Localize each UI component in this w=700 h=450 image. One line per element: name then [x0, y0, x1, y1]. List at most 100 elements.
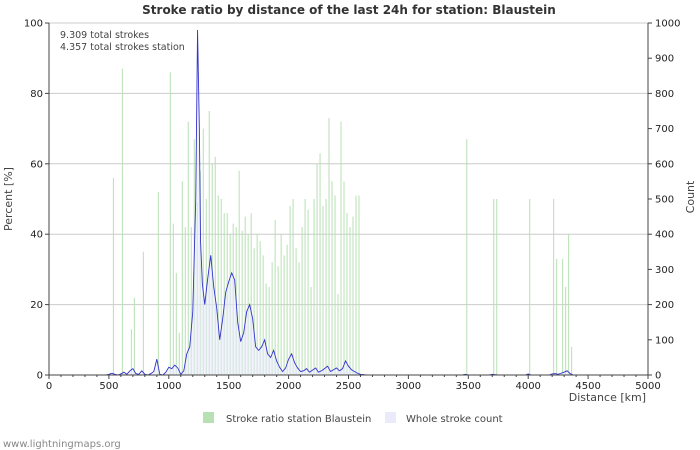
y-right-tick-label-0: 0 [655, 371, 661, 382]
y-left-tick-label-20: 20 [30, 300, 43, 311]
ratio-bar-34 [253, 248, 255, 375]
ratio-bar-69 [358, 195, 360, 375]
count-line-group [49, 30, 648, 376]
ratio-bar-32 [247, 234, 249, 375]
legend-label-ratio: Stroke ratio station Blaustein [226, 414, 371, 425]
y-right-tick-label-200: 200 [655, 300, 674, 311]
ratio-bar-61 [334, 195, 336, 375]
axes [48, 23, 649, 376]
ratio-bar-18 [205, 199, 207, 375]
y-left-tick-label-100: 100 [24, 19, 43, 30]
x-tick-label-5000: 5000 [635, 381, 660, 392]
ratio-bar-19 [208, 111, 210, 375]
ratio-bar-67 [352, 216, 354, 375]
y-right-axis-label: Count [684, 180, 697, 213]
ratio-bar-43 [280, 234, 282, 375]
legend-swatch-count [385, 412, 396, 423]
x-tick-label-1000: 1000 [156, 381, 181, 392]
ratio-bar-63 [340, 121, 342, 375]
x-tick-label-4000: 4000 [515, 381, 540, 392]
ratio-bar-10 [181, 181, 183, 375]
ratio-bar-30 [241, 230, 243, 375]
y-right-tick-label-800: 800 [655, 89, 674, 100]
ratio-bar-71 [493, 199, 495, 375]
ratio-bar-8 [175, 272, 177, 375]
ratio-bar-75 [556, 258, 558, 375]
legend: Stroke ratio station Blaustein Whole str… [203, 412, 503, 425]
ratio-bar-73 [529, 199, 531, 375]
ratio-bar-17 [202, 128, 204, 375]
ratio-bar-6 [169, 72, 171, 375]
ratio-bar-2 [130, 329, 132, 375]
ratio-bar-58 [325, 199, 327, 375]
ratio-bar-64 [343, 181, 345, 375]
ratio-bar-48 [295, 248, 297, 375]
x-tick-label-4500: 4500 [575, 381, 600, 392]
ratio-bar-60 [331, 181, 333, 375]
y-left-tick-label-0: 0 [37, 371, 43, 382]
x-tick-label-500: 500 [99, 381, 118, 392]
ratio-bar-68 [355, 195, 357, 375]
ratio-bars [112, 68, 573, 375]
count-area [49, 30, 648, 375]
ratio-bar-12 [187, 121, 189, 375]
y-right-tick-label-600: 600 [655, 159, 674, 170]
ratio-bar-35 [256, 234, 258, 375]
chart-title: Stroke ratio by distance of the last 24h… [142, 3, 556, 17]
ratio-bar-42 [277, 265, 279, 375]
ratio-bar-47 [292, 199, 294, 375]
x-tick-label-2500: 2500 [336, 381, 361, 392]
ratio-bar-51 [304, 199, 306, 375]
x-axis-label: Distance [km] [569, 391, 646, 404]
ratio-bar-46 [289, 206, 291, 375]
x-tick-label-2000: 2000 [276, 381, 301, 392]
count-line [49, 30, 648, 376]
grid-lines [49, 22, 648, 306]
ratio-bar-72 [496, 199, 498, 375]
ratio-bar-41 [274, 220, 276, 375]
ratio-bar-7 [172, 223, 174, 375]
ratio-bar-50 [301, 227, 303, 375]
y-left-tick-label-60: 60 [30, 159, 43, 170]
y-right-ticks: 0 100 200 300 400 500 600 700 800 900 1000 [648, 19, 680, 382]
y-right-tick-label-1000: 1000 [655, 19, 680, 30]
ratio-bar-39 [268, 287, 270, 375]
y-right-tick-label-900: 900 [655, 54, 674, 65]
ratio-bar-55 [316, 163, 318, 375]
footer-link[interactable]: www.lightningmaps.org [3, 439, 121, 450]
y-left-tick-label-80: 80 [30, 89, 43, 100]
ratio-bar-29 [238, 170, 240, 375]
y-right-tick-label-400: 400 [655, 230, 674, 241]
stats-total: 9.309 total strokes [60, 30, 149, 41]
ratio-bar-24 [223, 213, 225, 375]
ratio-bar-77 [565, 287, 567, 375]
ratio-bar-70 [466, 139, 468, 375]
ratio-bar-38 [265, 283, 267, 375]
ratio-bar-22 [217, 195, 219, 375]
ratio-bar-65 [346, 213, 348, 375]
ratio-bar-3 [133, 297, 135, 375]
ratio-bar-49 [298, 262, 300, 375]
ratio-bar-62 [337, 294, 339, 375]
ratio-bar-21 [214, 156, 216, 375]
ratio-bar-59 [328, 118, 330, 375]
ratio-bar-45 [286, 244, 288, 375]
ratio-bar-52 [307, 209, 309, 375]
ratio-bar-53 [310, 287, 312, 375]
y-left-tick-label-40: 40 [30, 230, 43, 241]
ratio-bar-11 [184, 227, 186, 375]
ratio-bar-37 [262, 255, 264, 375]
ratio-bar-9 [178, 332, 180, 375]
ratio-bar-44 [283, 255, 285, 375]
ratio-bar-76 [562, 258, 564, 375]
x-tick-label-3500: 3500 [456, 381, 481, 392]
ratio-bar-33 [250, 213, 252, 375]
ratio-bar-5 [157, 191, 159, 375]
x-tick-label-0: 0 [46, 381, 52, 392]
y-right-tick-label-500: 500 [655, 195, 674, 206]
ratio-bar-57 [322, 206, 324, 375]
ratio-bar-78 [568, 234, 570, 375]
ratio-bar-40 [271, 262, 273, 375]
y-right-tick-label-700: 700 [655, 124, 674, 135]
